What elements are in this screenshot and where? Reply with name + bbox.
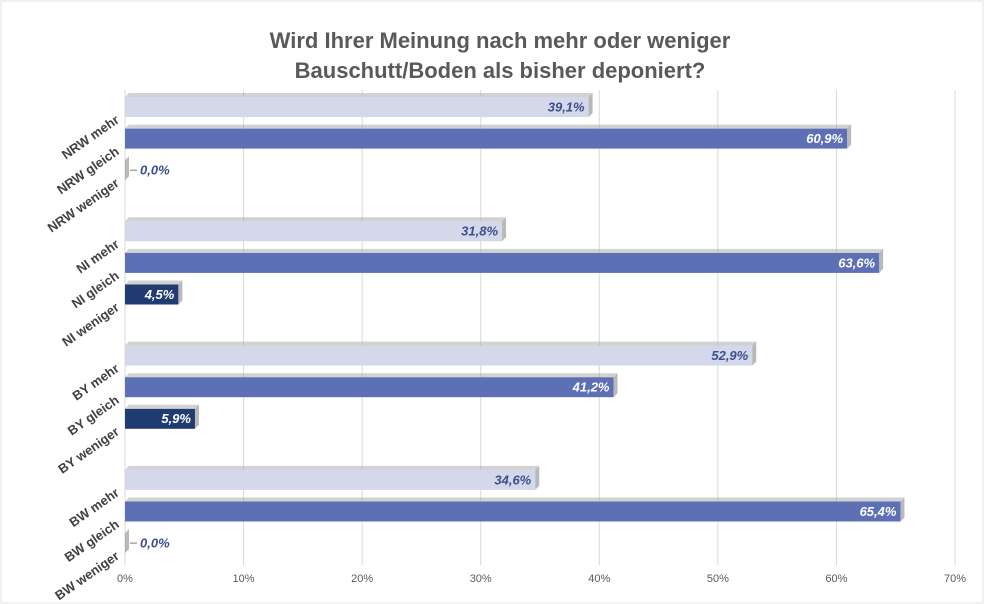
bar-depth <box>502 217 507 242</box>
value-label: 41,2% <box>572 380 610 395</box>
bar-top <box>125 93 593 97</box>
x-tick-label: 40% <box>588 573 610 585</box>
bar <box>125 128 848 149</box>
bar-depth <box>125 156 129 181</box>
bar-depth <box>178 280 183 305</box>
bar-top <box>125 404 199 409</box>
x-tick-label: 60% <box>825 573 847 585</box>
x-tick-label: 10% <box>233 573 255 585</box>
bar <box>125 221 503 242</box>
value-label: 5,9% <box>161 411 191 426</box>
x-tick-label: 50% <box>707 573 729 585</box>
bar-depth <box>847 124 852 149</box>
bar-depth <box>535 465 540 490</box>
chart-title: Bauschutt/Boden als bisher deponiert? <box>295 58 706 83</box>
value-label: 0,0% <box>140 536 170 551</box>
bar-depth <box>125 529 129 554</box>
bar-depth <box>194 404 199 429</box>
bar-top <box>125 497 905 502</box>
bar-top <box>125 248 884 253</box>
bar-top <box>125 341 757 346</box>
bar <box>125 97 589 117</box>
x-tick-label: 0% <box>117 573 133 585</box>
bar <box>125 284 179 305</box>
value-label: 52,9% <box>711 348 748 363</box>
bar <box>125 377 614 398</box>
bar-depth <box>588 93 593 117</box>
bar-top <box>125 280 183 285</box>
x-tick-label: 20% <box>351 573 373 585</box>
value-label: 31,8% <box>461 224 498 239</box>
value-label: 65,4% <box>860 504 897 519</box>
x-tick-label: 70% <box>944 573 966 585</box>
bar-top <box>125 465 540 470</box>
bar <box>125 345 753 366</box>
chart-title: Wird Ihrer Meinung nach mehr oder wenige… <box>270 28 731 53</box>
value-label: 60,9% <box>806 131 843 146</box>
bar <box>125 408 195 429</box>
bar <box>125 469 536 490</box>
bar-depth <box>613 373 618 398</box>
value-label: 34,6% <box>494 472 531 487</box>
value-label: 4,5% <box>144 287 175 302</box>
bar-depth <box>752 341 757 366</box>
value-label: 0,0% <box>140 163 170 178</box>
bar-depth <box>879 248 884 273</box>
bar <box>125 501 901 522</box>
bar <box>125 252 880 273</box>
bar-top <box>125 217 507 222</box>
bar-top <box>125 124 852 129</box>
x-tick-label: 30% <box>470 573 492 585</box>
bar-depth <box>900 497 905 522</box>
bar-top <box>125 373 618 378</box>
value-label: 63,6% <box>838 255 875 270</box>
value-label: 39,1% <box>548 99 585 114</box>
